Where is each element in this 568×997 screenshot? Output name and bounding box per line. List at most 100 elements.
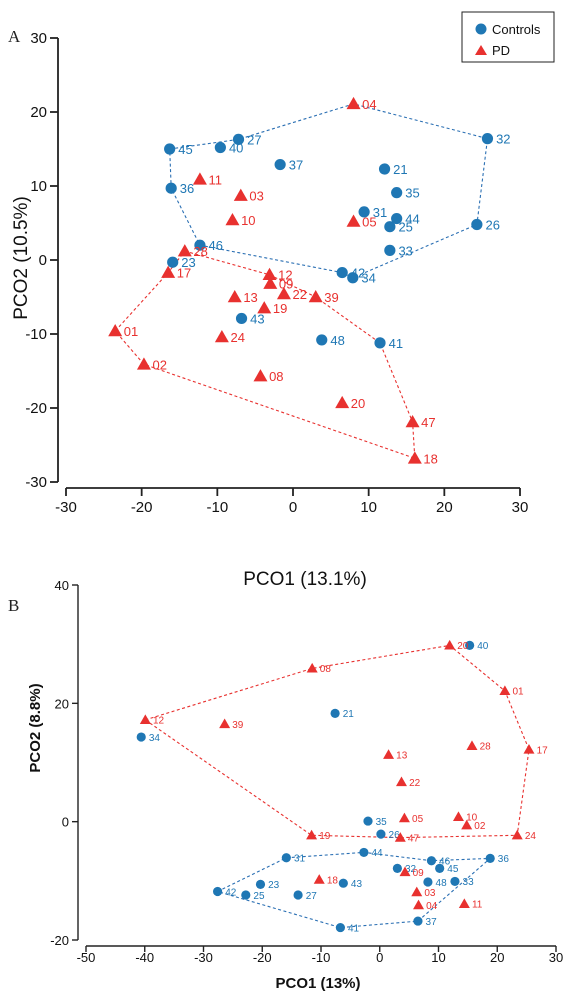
control-point: [241, 890, 251, 900]
pd-point-label: 09: [413, 868, 425, 879]
control-point-label: 34: [149, 733, 161, 744]
control-point-label: 40: [477, 641, 489, 652]
control-point-label: 35: [405, 186, 419, 201]
control-point: [214, 141, 226, 154]
control-point: [423, 877, 433, 887]
y-tick-label: -20: [25, 400, 47, 417]
pd-point: [306, 829, 318, 840]
pd-point: [394, 832, 406, 842]
pd-point-label: 39: [232, 720, 244, 731]
x-tick-label: 0: [289, 499, 297, 516]
pd-point-label: 13: [243, 290, 257, 305]
control-point: [450, 876, 460, 887]
control-point: [194, 239, 206, 251]
pd-point-label: 22: [293, 287, 307, 302]
y-tick-label: 20: [55, 696, 69, 711]
pd-point: [346, 214, 361, 227]
controls-hull: [169, 103, 489, 279]
control-point: [358, 206, 370, 218]
x-tick-label: 10: [360, 499, 377, 516]
x-tick-label: 30: [512, 499, 529, 516]
control-point-label: 32: [405, 864, 417, 875]
control-point: [363, 816, 373, 826]
pd-point: [136, 357, 151, 370]
x-tick-label: -10: [312, 950, 331, 965]
x-tick-label: 20: [436, 499, 453, 516]
control-point-label: 44: [405, 212, 419, 227]
y-tick-label: -30: [25, 474, 47, 491]
control-point-label: 36: [498, 854, 510, 865]
control-point-label: 26: [389, 830, 401, 841]
pd-point-label: 03: [249, 189, 263, 204]
control-point-label: 41: [348, 923, 360, 934]
pd-point-label: 02: [153, 357, 167, 372]
pd-point-label: 01: [124, 324, 138, 339]
pd-point: [399, 866, 411, 877]
x-tick-label: 0: [376, 950, 383, 965]
pd-point-label: 20: [351, 396, 365, 411]
control-point-label: 45: [178, 142, 192, 157]
pd-point-label: 12: [153, 716, 165, 727]
control-point: [235, 312, 248, 325]
panel-a-y-axis-title: PCO2 (10.5%): [11, 196, 32, 320]
x-tick-label: -20: [131, 499, 153, 516]
control-point: [293, 890, 303, 900]
pd-point-label: 04: [362, 97, 376, 112]
control-point: [391, 212, 403, 225]
pd-point: [383, 749, 395, 759]
pd-point-label: 03: [424, 888, 436, 899]
pd-point-label: 04: [426, 901, 438, 912]
pd-point: [308, 290, 323, 303]
pd-point: [523, 743, 535, 754]
control-point: [338, 878, 348, 888]
pd-point-label: 19: [319, 831, 331, 842]
y-tick-label: 20: [30, 104, 47, 121]
pd-point-label: 09: [279, 277, 293, 292]
control-point-label: 21: [393, 162, 407, 177]
pd-point-label: 39: [324, 290, 338, 305]
pd-point: [257, 301, 272, 314]
control-point-label: 45: [447, 864, 459, 875]
control-point-label: 25: [398, 220, 412, 235]
control-point-label: 46: [439, 857, 451, 868]
control-point: [136, 732, 146, 742]
control-point-label: 27: [306, 891, 318, 902]
control-point: [213, 886, 223, 897]
pd-point-label: 18: [423, 451, 437, 466]
pd-point-label: 22: [409, 778, 421, 789]
pd-point-label: 11: [209, 172, 223, 187]
x-tick-label: -10: [206, 499, 228, 516]
control-point: [316, 334, 328, 346]
pd-point-label: 08: [320, 664, 332, 675]
control-point: [374, 337, 386, 349]
panel-b-letter: B: [8, 596, 19, 615]
pd-point: [276, 287, 291, 300]
pd-point: [177, 244, 192, 257]
control-point-label: 33: [463, 877, 475, 888]
pd-point: [219, 718, 231, 729]
control-point: [426, 856, 437, 866]
control-point-label: 36: [180, 181, 194, 196]
pd-point-label: 13: [396, 751, 408, 762]
control-point: [167, 256, 179, 268]
pd-point: [346, 96, 361, 110]
control-point-label: 23: [181, 255, 195, 270]
control-point-label: 48: [436, 878, 448, 889]
control-point-label: 43: [351, 879, 363, 890]
pd-point: [407, 451, 422, 464]
control-point-label: 35: [376, 817, 388, 828]
pd-point: [262, 267, 277, 281]
control-point: [281, 853, 291, 863]
control-point-label: 33: [398, 243, 412, 258]
control-point: [435, 863, 445, 874]
control-point: [471, 218, 483, 231]
pd-point-label: 28: [193, 244, 207, 259]
controls-hull: [216, 851, 492, 929]
pd-point-label: 47: [408, 833, 420, 844]
control-point: [392, 863, 402, 874]
x-tick-label: -40: [135, 950, 154, 965]
